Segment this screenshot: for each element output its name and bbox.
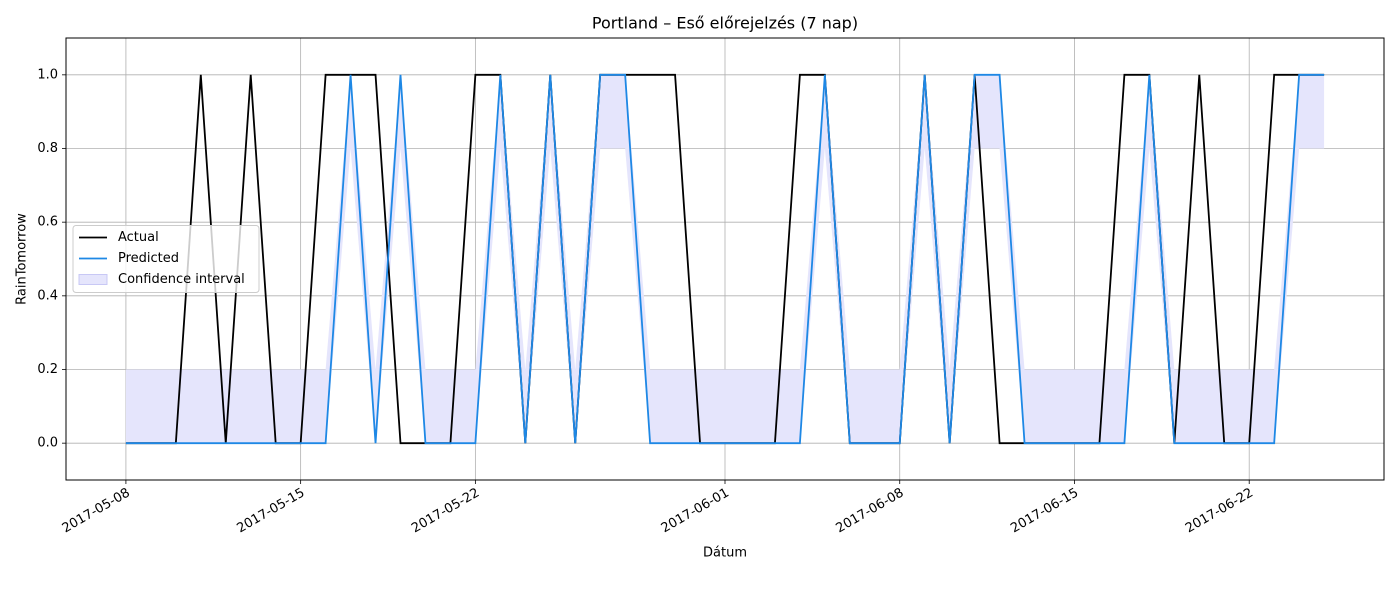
legend-box (72, 225, 260, 293)
y-axis-label: RainTomorrow (15, 213, 30, 305)
plot-frame (65, 37, 1385, 481)
chart-title: Portland – Eső előrejelzés (7 nap) (592, 14, 858, 33)
y-tick-label: 0.4 (37, 288, 58, 303)
legend: Actual Predicted Confidence interval (72, 225, 260, 293)
legend-swatch (78, 274, 108, 285)
legend-label: Actual (118, 230, 159, 245)
x-axis-label: Dátum (703, 546, 747, 561)
y-tick-label: 0.8 (37, 141, 58, 156)
series-line (125, 73, 1325, 445)
legend-label: Predicted (118, 251, 179, 266)
y-tick-label: 0.0 (37, 436, 58, 451)
legend-label: Confidence interval (118, 272, 245, 287)
confidence-band (125, 74, 1325, 444)
y-tick-label: 0.6 (37, 215, 58, 230)
y-tick-label: 0.2 (37, 362, 58, 377)
y-tick-label: 1.0 (37, 67, 58, 82)
